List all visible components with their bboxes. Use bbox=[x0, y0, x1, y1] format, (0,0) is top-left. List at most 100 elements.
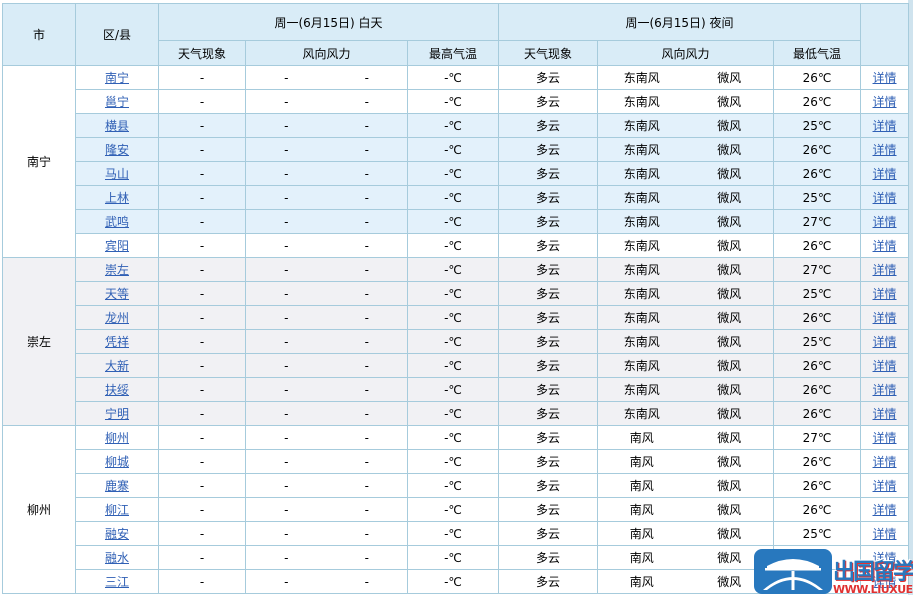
detail-link[interactable]: 详情 bbox=[872, 311, 897, 325]
district-link[interactable]: 凭祥 bbox=[104, 335, 129, 349]
night-wind-force: 微风 bbox=[717, 263, 742, 277]
district-link[interactable]: 天等 bbox=[104, 287, 129, 301]
district-link[interactable]: 龙州 bbox=[104, 311, 129, 325]
district-link[interactable]: 融安 bbox=[104, 527, 129, 541]
day-wind-direction: - bbox=[284, 430, 289, 445]
detail-link[interactable]: 详情 bbox=[872, 287, 897, 301]
district-link[interactable]: 大新 bbox=[104, 359, 129, 373]
detail-link[interactable]: 详情 bbox=[872, 215, 897, 229]
district-link[interactable]: 柳州 bbox=[104, 431, 129, 445]
day-wind-direction: - bbox=[284, 166, 289, 181]
detail-cell: 详情 bbox=[860, 89, 910, 114]
night-wind-cell: 东南风 微风 bbox=[597, 401, 775, 426]
district-cell: 武鸣 bbox=[75, 209, 159, 234]
detail-link[interactable]: 详情 bbox=[872, 143, 897, 157]
district-cell: 融安 bbox=[75, 521, 159, 546]
night-weather-cell: 多云 bbox=[498, 257, 599, 282]
district-link[interactable]: 三江 bbox=[104, 575, 129, 589]
night-wind-force: 微风 bbox=[717, 575, 742, 589]
weather-table: 市 区/县 周一(6月15日) 白天 周一(6月15日) 夜间 天气现象 风向风… bbox=[2, 3, 910, 594]
district-link[interactable]: 武鸣 bbox=[104, 215, 129, 229]
day-weather-cell: - bbox=[158, 281, 246, 306]
detail-link[interactable]: 详情 bbox=[872, 527, 897, 541]
day-wind-cell: -- bbox=[245, 185, 408, 210]
district-link[interactable]: 南宁 bbox=[104, 71, 129, 85]
day-wind-force: - bbox=[364, 382, 369, 397]
detail-link[interactable]: 详情 bbox=[872, 479, 897, 493]
night-wind-direction: 东南风 bbox=[623, 335, 660, 349]
detail-link[interactable]: 详情 bbox=[872, 191, 897, 205]
detail-link[interactable]: 详情 bbox=[872, 431, 897, 445]
day-temp-cell: -℃ bbox=[406, 185, 500, 210]
detail-link[interactable]: 详情 bbox=[872, 383, 897, 397]
table-row: 鹿寨 - - - -℃ 多云 南风 微风 26℃ 详情 bbox=[3, 473, 910, 498]
detail-link[interactable]: 详情 bbox=[872, 575, 897, 589]
night-wind-force: 微风 bbox=[717, 167, 742, 181]
day-weather-cell: - bbox=[158, 497, 246, 522]
district-link[interactable]: 邕宁 bbox=[104, 95, 129, 109]
day-wind-force: - bbox=[364, 478, 369, 493]
district-link[interactable]: 马山 bbox=[104, 167, 129, 181]
header-city: 市 bbox=[2, 3, 76, 66]
detail-link[interactable]: 详情 bbox=[872, 95, 897, 109]
day-wind-direction: - bbox=[284, 334, 289, 349]
district-link[interactable]: 扶绥 bbox=[104, 383, 129, 397]
day-wind-cell: -- bbox=[245, 401, 408, 426]
detail-link[interactable]: 详情 bbox=[872, 119, 897, 133]
district-link[interactable]: 隆安 bbox=[104, 143, 129, 157]
night-wind-direction: 东南风 bbox=[623, 239, 660, 253]
detail-link[interactable]: 详情 bbox=[872, 167, 897, 181]
district-link[interactable]: 上林 bbox=[104, 191, 129, 205]
district-link[interactable]: 宾阳 bbox=[104, 239, 129, 253]
detail-link[interactable]: 详情 bbox=[872, 71, 897, 85]
table-row: 宁明 - - - -℃ 多云 东南风 微风 26℃ 详情 bbox=[3, 401, 910, 426]
district-link[interactable]: 柳城 bbox=[104, 455, 129, 469]
day-wind-force: - bbox=[364, 406, 369, 421]
night-wind-cell: 东南风 微风 bbox=[597, 209, 775, 234]
detail-link[interactable]: 详情 bbox=[872, 239, 897, 253]
night-wind-cell: 东南风 微风 bbox=[597, 65, 775, 90]
detail-link[interactable]: 详情 bbox=[872, 503, 897, 517]
night-wind-direction: 东南风 bbox=[623, 119, 660, 133]
district-link[interactable]: 融水 bbox=[104, 551, 129, 565]
night-weather-cell: 多云 bbox=[498, 89, 599, 114]
day-wind-cell: -- bbox=[245, 137, 408, 162]
district-link[interactable]: 崇左 bbox=[104, 263, 129, 277]
district-link[interactable]: 柳江 bbox=[104, 503, 129, 517]
day-wind-direction: - bbox=[284, 382, 289, 397]
day-wind-direction: - bbox=[284, 526, 289, 541]
day-wind-force: - bbox=[364, 550, 369, 565]
detail-link[interactable]: 详情 bbox=[872, 551, 897, 565]
detail-link[interactable]: 详情 bbox=[872, 335, 897, 349]
district-cell: 宾阳 bbox=[75, 233, 159, 258]
night-temp-cell: 26℃ bbox=[773, 161, 862, 186]
district-cell: 崇左 bbox=[75, 257, 159, 282]
night-wind-cell: 东南风 微风 bbox=[597, 329, 775, 354]
detail-link[interactable]: 详情 bbox=[872, 263, 897, 277]
detail-link[interactable]: 详情 bbox=[872, 359, 897, 373]
district-link[interactable]: 宁明 bbox=[104, 407, 129, 421]
night-weather-cell: 多云 bbox=[498, 473, 599, 498]
night-wind-force: 微风 bbox=[717, 383, 742, 397]
night-weather-cell: 多云 bbox=[498, 233, 599, 258]
night-wind-force: 微风 bbox=[717, 359, 742, 373]
day-temp-cell: -℃ bbox=[406, 545, 500, 570]
header-night-title: 周一(6月15日) 夜间 bbox=[498, 3, 862, 41]
night-wind-force: 微风 bbox=[717, 335, 742, 349]
district-link[interactable]: 横县 bbox=[104, 119, 129, 133]
night-wind-cell: 东南风 微风 bbox=[597, 377, 775, 402]
day-wind-cell: -- bbox=[245, 353, 408, 378]
district-link[interactable]: 鹿寨 bbox=[104, 479, 129, 493]
day-wind-force: - bbox=[364, 142, 369, 157]
detail-cell: 详情 bbox=[860, 185, 910, 210]
day-weather-cell: - bbox=[158, 377, 246, 402]
night-wind-direction: 南风 bbox=[629, 431, 654, 445]
day-weather-cell: - bbox=[158, 521, 246, 546]
day-wind-cell: -- bbox=[245, 449, 408, 474]
detail-link[interactable]: 详情 bbox=[872, 455, 897, 469]
header-district: 区/县 bbox=[75, 3, 159, 66]
detail-link[interactable]: 详情 bbox=[872, 407, 897, 421]
day-wind-direction: - bbox=[284, 310, 289, 325]
day-temp-cell: -℃ bbox=[406, 401, 500, 426]
